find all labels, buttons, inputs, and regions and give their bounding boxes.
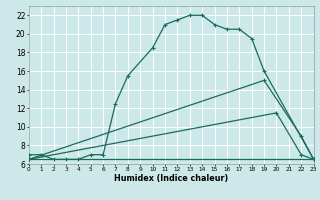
X-axis label: Humidex (Indice chaleur): Humidex (Indice chaleur) bbox=[114, 174, 228, 183]
